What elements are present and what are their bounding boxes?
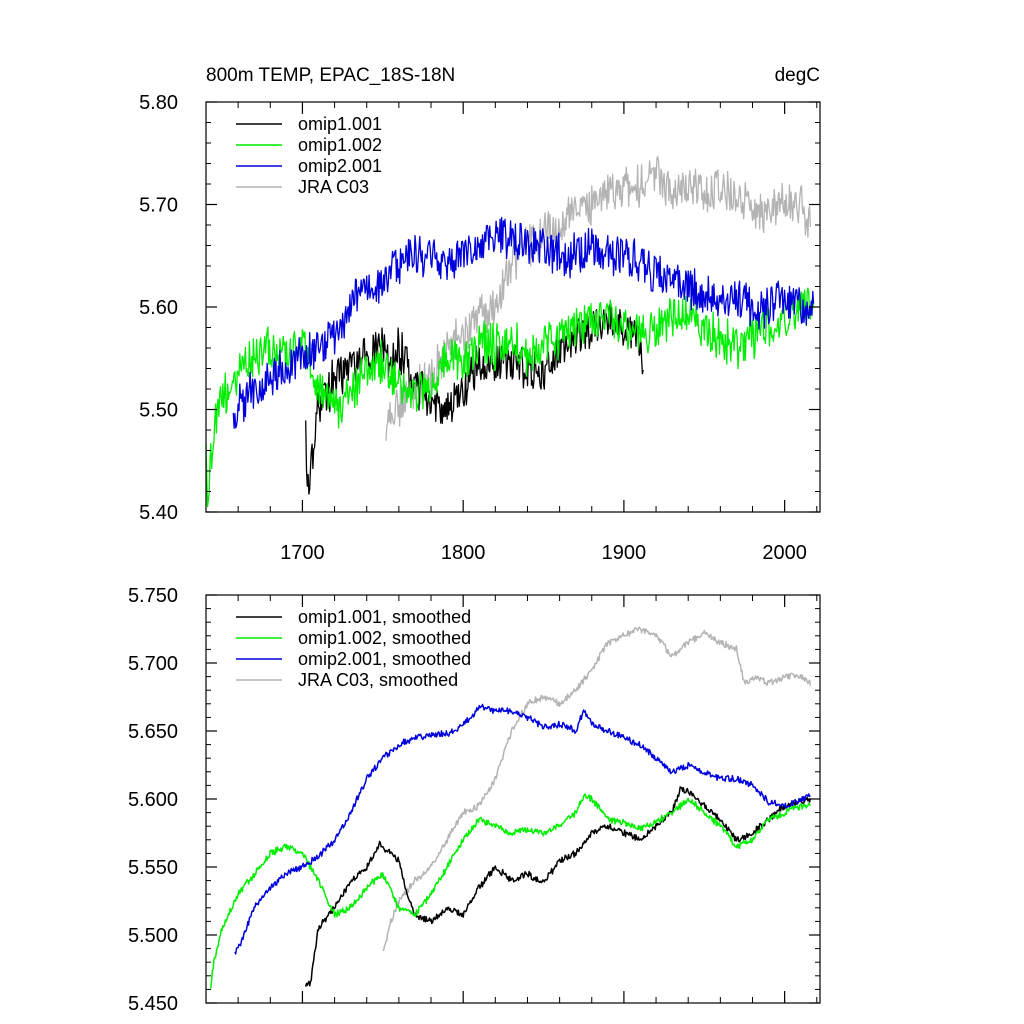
legend-label: omip1.002	[298, 135, 382, 155]
legend-label: JRA C03	[298, 177, 369, 197]
y-tick-label: 5.450	[128, 993, 178, 1015]
series-line-omip1-001	[305, 303, 644, 495]
y-tick-label: 5.500	[128, 925, 178, 947]
legend-label: omip1.002, smoothed	[298, 628, 471, 648]
legend-label: omip1.001	[298, 114, 382, 134]
legend-label: omip2.001	[298, 156, 382, 176]
series-line-omip1-002	[206, 287, 815, 508]
y-tick-label: 5.750	[128, 585, 178, 607]
units-label: degC	[775, 65, 820, 86]
x-tick-label: 1900	[602, 542, 647, 564]
x-tick-label: 1800	[441, 542, 486, 564]
series-line-omip2-001-smoothed	[234, 703, 811, 955]
y-tick-label: 5.60	[139, 297, 178, 319]
bottom-panel: 5.450 5.500 5.550 5.600 5.650 5.700 5.750 omip1…	[128, 585, 821, 1015]
series-line-omip2-001	[232, 216, 815, 429]
series-lines	[210, 626, 812, 989]
y-tick-label: 5.40	[139, 502, 178, 524]
series-lines	[206, 155, 815, 508]
y-tick-label: 5.700	[128, 653, 178, 675]
top-panel: 5.40 5.50 5.60 5.70 5.80 1700 1800 1900 2000 800m…	[139, 65, 821, 564]
y-tick-label: 5.80	[139, 92, 178, 114]
series-line-omip1-002-smoothed	[210, 793, 811, 989]
legend-label: omip1.001, smoothed	[298, 607, 471, 627]
y-tick-label: 5.550	[128, 857, 178, 879]
x-tick-label: 1700	[280, 542, 325, 564]
legend-label: JRA C03, smoothed	[298, 670, 458, 690]
legend-label: omip2.001, smoothed	[298, 649, 471, 669]
y-tick-label: 5.600	[128, 789, 178, 811]
y-tick-label: 5.650	[128, 721, 178, 743]
chart-title: 800m TEMP, EPAC_18S-18N	[206, 65, 455, 86]
series-line-jra-c03-smoothed	[382, 626, 812, 952]
series-line-omip1-001-smoothed	[304, 786, 812, 987]
x-tick-label: 2000	[762, 542, 807, 564]
y-tick-label: 5.50	[139, 400, 178, 422]
series-line-jra-c03	[385, 155, 812, 441]
y-tick-label: 5.70	[139, 195, 178, 217]
